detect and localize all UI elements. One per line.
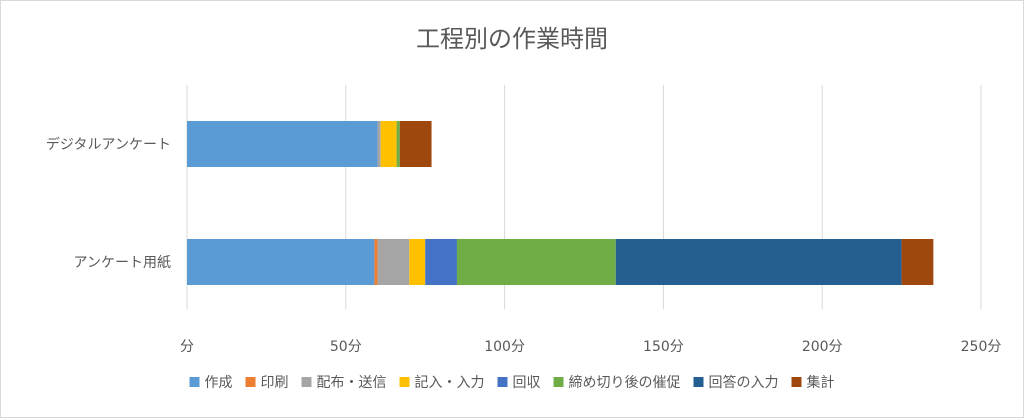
legend-label: 締め切り後の催促: [569, 374, 681, 391]
category-label: デジタルアンケート: [46, 136, 171, 153]
x-tick-label: 150分: [643, 339, 684, 355]
x-tick-label: 200分: [802, 339, 843, 355]
legend-label: 回収: [513, 375, 541, 391]
category-label: アンケート用紙: [74, 255, 171, 271]
x-tick-label: 250分: [961, 339, 1002, 355]
legend: 作成 印刷 配布・送信 記入・入力 回収 締め切り後の催促 回答の入力 集計: [189, 374, 835, 391]
legend-swatch: [553, 377, 564, 387]
legend-swatch: [497, 377, 508, 387]
legend-swatch: [189, 377, 200, 387]
bar-segment: [377, 239, 410, 285]
legend-swatch: [693, 377, 704, 387]
x-tick-label: 100分: [484, 339, 525, 355]
x-tick-label: 50分: [330, 339, 362, 355]
legend-swatch: [245, 377, 256, 387]
bars: [187, 121, 934, 285]
x-tick-labels: 分 50分 100分 150分 200分 250分: [180, 339, 1001, 355]
legend-swatch: [301, 377, 312, 387]
bar-segment: [396, 121, 400, 167]
legend-swatch: [399, 377, 410, 387]
legend-label: 印刷: [261, 375, 289, 391]
bar-segment: [425, 239, 457, 285]
legend-label: 回答の入力: [709, 374, 779, 391]
legend-label: 配布・送信: [317, 375, 387, 391]
bar-segment: [380, 121, 397, 167]
legend-label: 記入・入力: [415, 374, 485, 391]
legend-label: 集計: [807, 374, 835, 391]
bar-segment: [456, 239, 616, 285]
bar-segment: [187, 239, 375, 285]
chart-title: 工程別の作業時間: [416, 25, 608, 53]
bar-segment: [399, 121, 432, 167]
bar-segment: [615, 239, 902, 285]
x-tick-label: 分: [180, 339, 194, 355]
bar-segment: [377, 121, 381, 167]
legend-swatch: [791, 377, 802, 387]
bar-segment: [409, 239, 426, 285]
bar-segment: [187, 121, 378, 167]
bar-segment: [901, 239, 934, 285]
legend-label: 作成: [205, 375, 233, 391]
bar-segment: [374, 239, 378, 285]
